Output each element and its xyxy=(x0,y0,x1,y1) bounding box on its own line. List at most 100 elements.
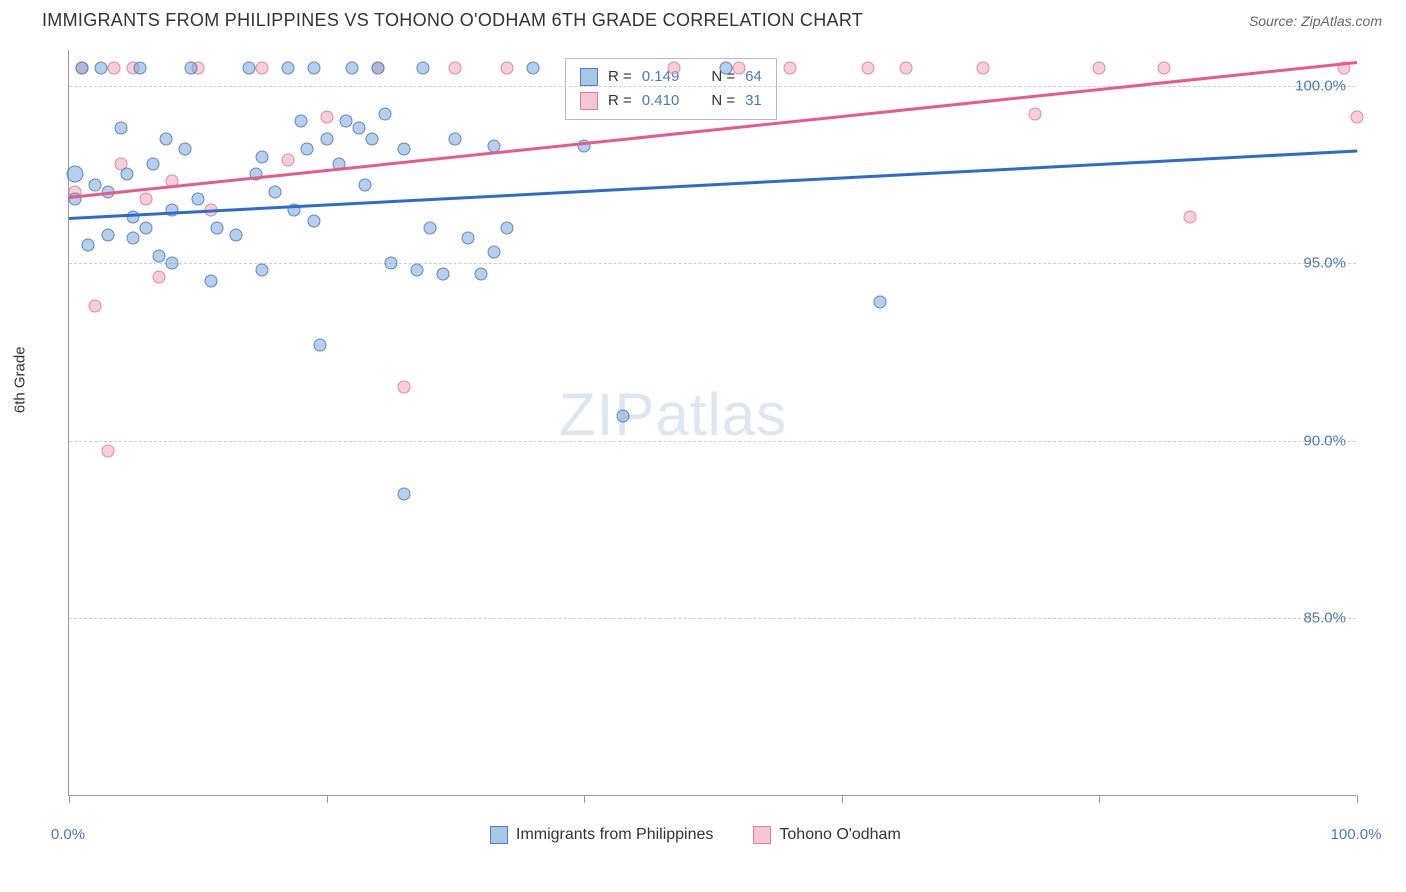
watermark: ZIPatlas xyxy=(559,380,787,449)
blue-point xyxy=(372,61,385,74)
y-axis-label: 6th Grade xyxy=(12,346,29,413)
pink-point xyxy=(140,193,153,206)
n-label-2: N = xyxy=(711,89,735,113)
gridline xyxy=(69,441,1356,442)
x-tick-label: 100.0% xyxy=(1331,826,1382,843)
blue-point xyxy=(211,221,224,234)
y-tick-label: 95.0% xyxy=(1286,255,1346,272)
swatch-blue-icon xyxy=(580,68,598,86)
pink-point xyxy=(449,61,462,74)
blue-point xyxy=(166,257,179,270)
pink-point xyxy=(108,61,121,74)
pink-point xyxy=(281,154,294,167)
blue-point xyxy=(397,488,410,501)
x-tick xyxy=(1357,795,1358,803)
blue-point xyxy=(88,178,101,191)
gridline xyxy=(69,618,1356,619)
pink-point xyxy=(320,111,333,124)
legend-label-pink: Tohono O'odham xyxy=(779,826,900,844)
blue-point xyxy=(166,203,179,216)
blue-point xyxy=(95,61,108,74)
pink-point xyxy=(668,61,681,74)
blue-point xyxy=(423,221,436,234)
blue-point xyxy=(449,132,462,145)
series-legend: Immigrants from Philippines Tohono O'odh… xyxy=(490,826,901,844)
y-tick-label: 85.0% xyxy=(1286,610,1346,627)
blue-point xyxy=(314,338,327,351)
blue-point xyxy=(378,107,391,120)
blue-point xyxy=(178,143,191,156)
swatch-pink-icon xyxy=(580,92,598,110)
pink-point xyxy=(1093,61,1106,74)
legend-row-pink: R = 0.410 N = 31 xyxy=(580,89,762,113)
blue-point xyxy=(75,61,88,74)
blue-point xyxy=(101,228,114,241)
blue-point xyxy=(114,122,127,135)
n-value-pink: 31 xyxy=(745,89,762,113)
blue-point xyxy=(719,61,732,74)
pink-point xyxy=(900,61,913,74)
blue-point xyxy=(526,61,539,74)
blue-point xyxy=(436,267,449,280)
blue-point xyxy=(82,239,95,252)
legend-item-pink: Tohono O'odham xyxy=(753,826,900,844)
blue-point xyxy=(256,264,269,277)
x-tick xyxy=(1099,795,1100,803)
legend-item-blue: Immigrants from Philippines xyxy=(490,826,713,844)
pink-point xyxy=(153,271,166,284)
plot-area: ZIPatlas R = 0.149 N = 64 R = 0.410 N = … xyxy=(68,50,1356,796)
blue-point xyxy=(462,232,475,245)
blue-point xyxy=(269,186,282,199)
pink-point xyxy=(732,61,745,74)
blue-point xyxy=(352,122,365,135)
y-tick-label: 100.0% xyxy=(1286,77,1346,94)
x-tick-label: 0.0% xyxy=(51,826,85,843)
blue-point xyxy=(185,61,198,74)
blue-point xyxy=(417,61,430,74)
blue-point xyxy=(133,61,146,74)
blue-point xyxy=(359,178,372,191)
legend-label-blue: Immigrants from Philippines xyxy=(516,826,713,844)
blue-point xyxy=(500,221,513,234)
blue-point xyxy=(339,115,352,128)
gridline xyxy=(69,86,1356,87)
blue-point xyxy=(365,132,378,145)
swatch-blue-icon xyxy=(490,826,508,844)
watermark-atlas: atlas xyxy=(655,381,787,448)
blue-point xyxy=(191,193,204,206)
blue-point xyxy=(307,214,320,227)
pink-point xyxy=(397,381,410,394)
pink-point xyxy=(977,61,990,74)
blue-point xyxy=(204,274,217,287)
x-tick xyxy=(584,795,585,803)
blue-point xyxy=(159,132,172,145)
pink-point xyxy=(1029,107,1042,120)
blue-point xyxy=(120,168,133,181)
blue-point xyxy=(153,250,166,263)
blue-point xyxy=(410,264,423,277)
pink-point xyxy=(1351,111,1364,124)
blue-point xyxy=(397,143,410,156)
blue-point xyxy=(874,296,887,309)
pink-point xyxy=(88,299,101,312)
swatch-pink-icon xyxy=(753,826,771,844)
blue-point xyxy=(256,150,269,163)
blue-point xyxy=(281,61,294,74)
r-label-2: R = xyxy=(608,89,632,113)
pink-point xyxy=(500,61,513,74)
pink-point xyxy=(256,61,269,74)
blue-point xyxy=(243,61,256,74)
x-tick xyxy=(327,795,328,803)
r-value-pink: 0.410 xyxy=(642,89,680,113)
chart-title: IMMIGRANTS FROM PHILIPPINES VS TOHONO O'… xyxy=(42,10,863,31)
blue-point xyxy=(301,143,314,156)
pink-point xyxy=(784,61,797,74)
y-tick-label: 90.0% xyxy=(1286,432,1346,449)
blue-point xyxy=(67,166,84,183)
blue-point xyxy=(616,409,629,422)
x-tick xyxy=(842,795,843,803)
source-attribution: Source: ZipAtlas.com xyxy=(1249,13,1382,29)
pink-point xyxy=(861,61,874,74)
chart-container: 6th Grade ZIPatlas R = 0.149 N = 64 R = … xyxy=(50,48,1390,828)
x-tick xyxy=(69,795,70,803)
